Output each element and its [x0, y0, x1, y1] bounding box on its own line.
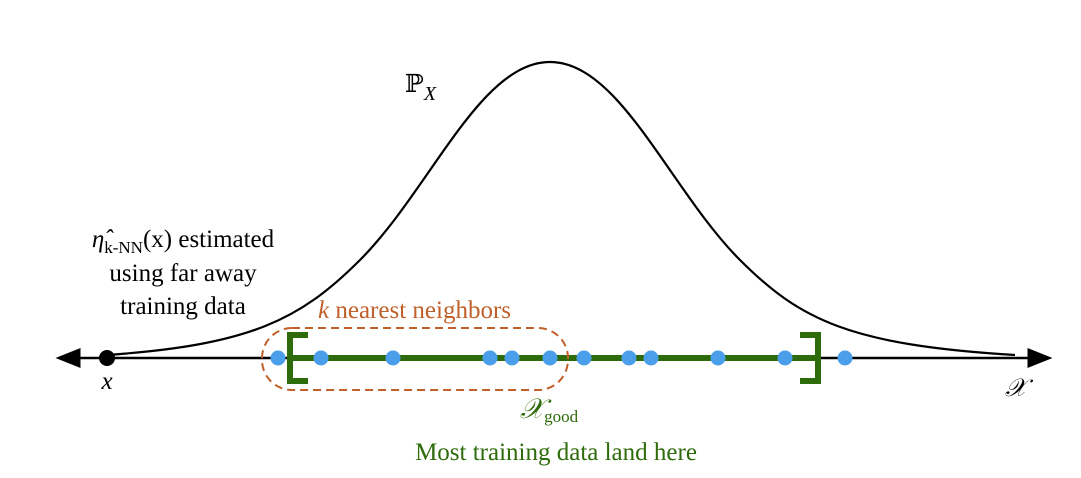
training-point	[643, 350, 659, 366]
training-point	[504, 350, 520, 366]
caption: Most training data land here	[415, 439, 697, 466]
training-point	[837, 350, 853, 366]
density-symbol: ℙ	[405, 71, 424, 98]
training-point	[542, 350, 558, 366]
left-bracket	[287, 332, 308, 384]
good-subscript: good	[544, 407, 579, 426]
neighbors-k: k	[318, 297, 330, 324]
good-region-label: 𝒳good	[520, 394, 579, 426]
training-point	[710, 350, 726, 366]
training-point	[576, 350, 592, 366]
estimate-subscript: k-NN	[104, 238, 143, 257]
neighbors-box	[261, 327, 569, 391]
query-point	[99, 350, 115, 366]
neighbors-text: nearest neighbors	[329, 297, 511, 324]
space-label: 𝒳	[1005, 375, 1034, 402]
density-subscript: X	[423, 83, 437, 105]
estimate-line3: training data	[120, 293, 246, 320]
query-label: x	[100, 368, 112, 395]
training-point	[385, 350, 401, 366]
estimate-line2: using far away	[109, 260, 257, 287]
training-points	[270, 350, 853, 366]
density-curve	[106, 60, 1016, 357]
training-point	[313, 350, 329, 366]
training-point	[621, 350, 637, 366]
density-label: ℙX	[405, 71, 437, 105]
training-point	[270, 350, 286, 366]
estimate-argument: (x) estimated	[143, 226, 275, 253]
right-bracket	[800, 332, 821, 384]
training-point	[482, 350, 498, 366]
estimate-line1: η̂k-NN(x) estimated	[92, 226, 275, 257]
training-point	[777, 350, 793, 366]
neighbors-label: k nearest neighbors	[318, 297, 511, 324]
